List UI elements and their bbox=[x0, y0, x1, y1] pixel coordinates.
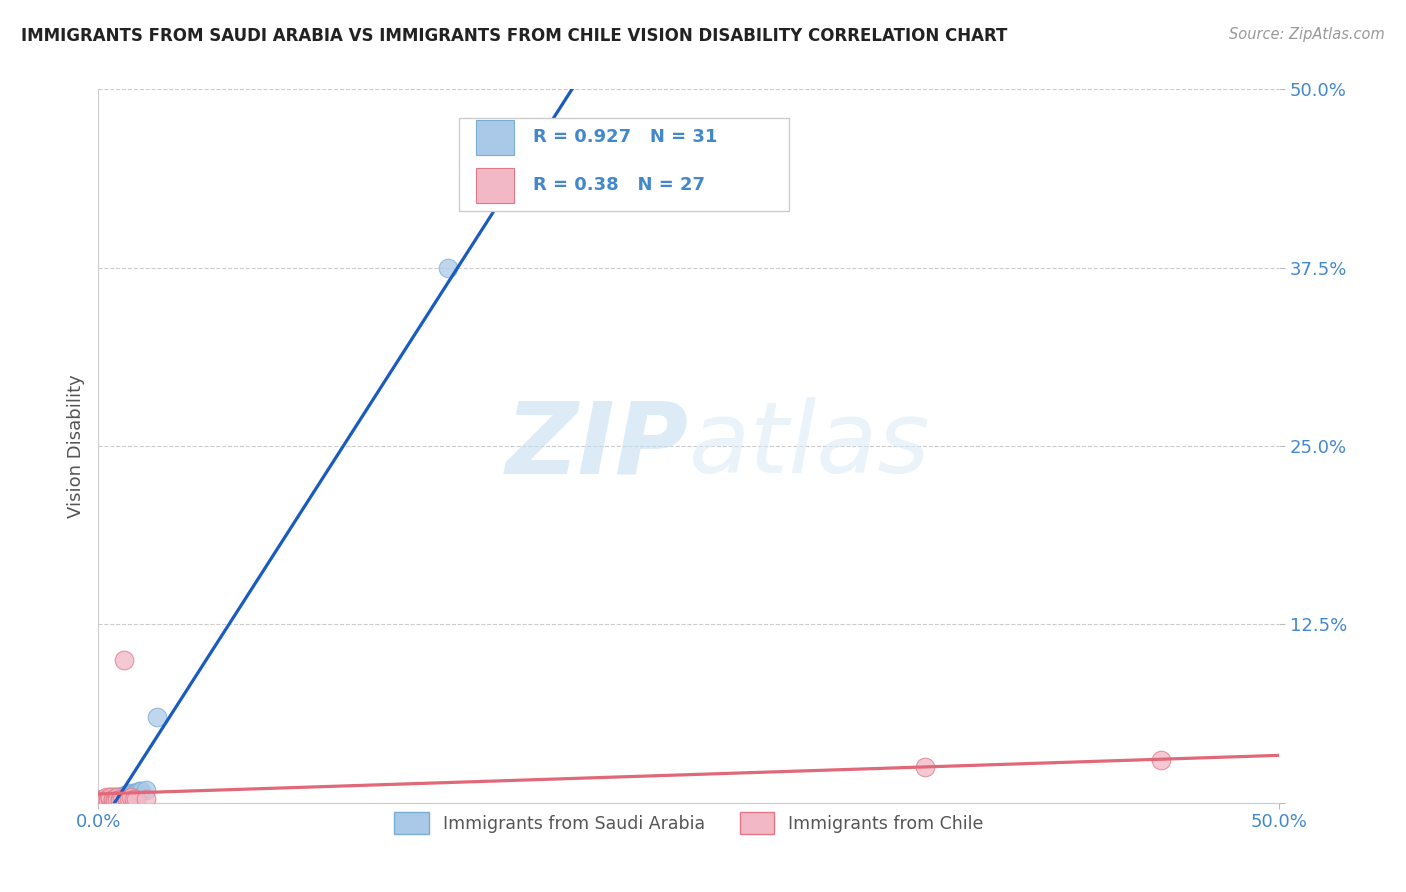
Point bbox=[105, 793, 128, 807]
FancyBboxPatch shape bbox=[477, 120, 515, 155]
Text: R = 0.38   N = 27: R = 0.38 N = 27 bbox=[533, 177, 704, 194]
Point bbox=[111, 789, 134, 803]
Point bbox=[118, 791, 141, 805]
Point bbox=[108, 791, 131, 805]
FancyBboxPatch shape bbox=[458, 118, 789, 211]
Point bbox=[125, 791, 148, 805]
Point bbox=[105, 790, 128, 805]
Point bbox=[104, 790, 127, 805]
Point bbox=[108, 791, 131, 805]
Point bbox=[97, 791, 120, 805]
Point bbox=[94, 790, 117, 805]
Point bbox=[111, 790, 134, 805]
Point bbox=[128, 784, 150, 798]
Point bbox=[94, 791, 117, 805]
Point bbox=[104, 791, 127, 805]
Point bbox=[111, 791, 134, 805]
Point bbox=[129, 784, 152, 798]
Point bbox=[115, 787, 138, 801]
Point bbox=[104, 791, 127, 805]
Point bbox=[105, 790, 128, 805]
Point bbox=[91, 791, 114, 805]
Point bbox=[115, 789, 138, 803]
Point bbox=[90, 793, 112, 807]
Point bbox=[91, 794, 114, 808]
Point bbox=[104, 793, 127, 807]
Point bbox=[914, 760, 936, 774]
Point bbox=[146, 710, 169, 724]
Point bbox=[105, 791, 128, 805]
Point bbox=[122, 786, 145, 800]
Point bbox=[90, 793, 112, 807]
Point bbox=[112, 653, 135, 667]
Point bbox=[94, 793, 117, 807]
Point bbox=[98, 790, 121, 805]
Text: IMMIGRANTS FROM SAUDI ARABIA VS IMMIGRANTS FROM CHILE VISION DISABILITY CORRELAT: IMMIGRANTS FROM SAUDI ARABIA VS IMMIGRAN… bbox=[21, 27, 1008, 45]
Point bbox=[98, 791, 121, 805]
Point bbox=[125, 786, 148, 800]
Point bbox=[91, 791, 114, 805]
Point bbox=[97, 793, 120, 807]
Point bbox=[135, 783, 157, 797]
Point bbox=[115, 791, 138, 805]
Point bbox=[98, 791, 121, 805]
Legend: Immigrants from Saudi Arabia, Immigrants from Chile: Immigrants from Saudi Arabia, Immigrants… bbox=[387, 805, 991, 840]
Point bbox=[437, 260, 460, 275]
Point bbox=[101, 791, 124, 805]
Text: Source: ZipAtlas.com: Source: ZipAtlas.com bbox=[1229, 27, 1385, 42]
Y-axis label: Vision Disability: Vision Disability bbox=[66, 374, 84, 518]
Text: R = 0.927   N = 31: R = 0.927 N = 31 bbox=[533, 128, 717, 146]
Text: ZIP: ZIP bbox=[506, 398, 689, 494]
Point bbox=[108, 790, 131, 805]
Point bbox=[97, 794, 120, 808]
Point bbox=[121, 786, 143, 800]
Point bbox=[97, 791, 120, 805]
Point bbox=[122, 791, 145, 805]
Point bbox=[101, 793, 124, 807]
Point bbox=[101, 790, 124, 805]
Point bbox=[91, 794, 114, 808]
Point bbox=[108, 793, 131, 807]
Point bbox=[98, 790, 121, 805]
FancyBboxPatch shape bbox=[477, 168, 515, 202]
Point bbox=[112, 789, 135, 803]
Point bbox=[118, 787, 141, 801]
Text: atlas: atlas bbox=[689, 398, 931, 494]
Point bbox=[121, 790, 143, 805]
Point bbox=[135, 791, 157, 805]
Point bbox=[94, 793, 117, 807]
Point bbox=[101, 791, 124, 805]
Point bbox=[1150, 753, 1173, 767]
